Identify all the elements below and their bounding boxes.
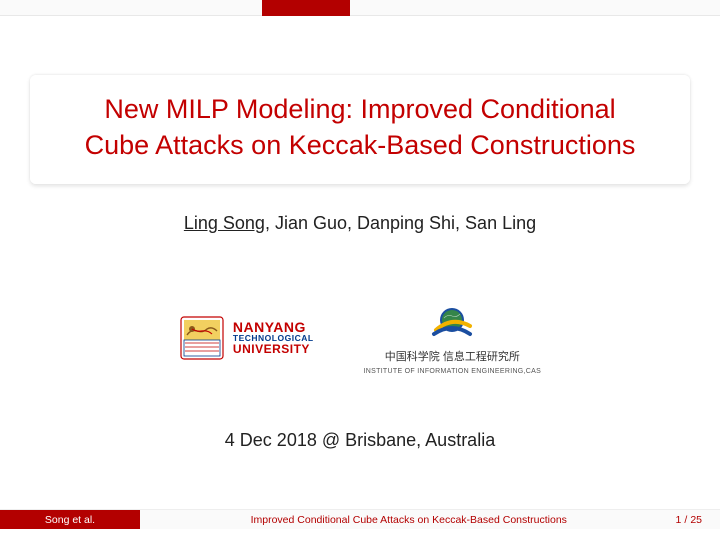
footer-bar: Song et al. Improved Conditional Cube At… xyxy=(0,509,720,529)
footer-spacer xyxy=(140,510,160,529)
ntu-wordmark: NANYANG TECHNOLOGICAL UNIVERSITY xyxy=(233,320,314,355)
footer-author-short: Song et al. xyxy=(0,510,140,529)
presenter-name: Ling Song xyxy=(184,213,265,233)
footer-page-sep: / xyxy=(684,514,687,526)
affiliation-logos: NANYANG TECHNOLOGICAL UNIVERSITY 中国科学院 信… xyxy=(0,300,720,375)
footer-page-current: 1 xyxy=(676,514,682,526)
ntu-crest-icon xyxy=(179,315,225,361)
top-nav-active-highlight xyxy=(262,0,350,16)
venue-line: 4 Dec 2018 @ Brisbane, Australia xyxy=(0,430,720,451)
top-nav-bar xyxy=(0,0,720,16)
title-block: New MILP Modeling: Improved Conditional … xyxy=(30,75,690,184)
footer-short-title: Improved Conditional Cube Attacks on Kec… xyxy=(160,510,658,529)
footer-page-indicator: 1 / 25 xyxy=(658,510,720,529)
ntu-logo: NANYANG TECHNOLOGICAL UNIVERSITY xyxy=(179,315,314,361)
iie-globe-icon xyxy=(430,300,474,344)
coauthors: , Jian Guo, Danping Shi, San Ling xyxy=(265,213,536,233)
iie-chinese-name: 中国科学院 信息工程研究所 xyxy=(385,348,520,364)
title-line-2: Cube Attacks on Keccak-Based Constructio… xyxy=(40,127,680,163)
footer-page-total: 25 xyxy=(690,514,702,526)
authors-line: Ling Song, Jian Guo, Danping Shi, San Li… xyxy=(0,213,720,234)
iie-logo: 中国科学院 信息工程研究所 INSTITUTE OF INFORMATION E… xyxy=(364,300,542,375)
ntu-line3: UNIVERSITY xyxy=(233,343,314,355)
ntu-line1: NANYANG xyxy=(233,320,314,334)
iie-english-name: INSTITUTE OF INFORMATION ENGINEERING,CAS xyxy=(364,368,542,375)
title-line-1: New MILP Modeling: Improved Conditional xyxy=(40,91,680,127)
